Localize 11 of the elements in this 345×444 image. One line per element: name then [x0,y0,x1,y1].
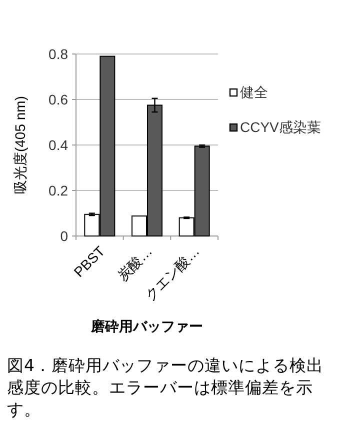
legend-label: 健全 [240,84,268,100]
y-axis-title: 吸光度(405 nm) [12,96,28,194]
x-axis-title: 磨砕用バッファー [90,318,203,334]
y-tick-label: 0.2 [48,182,68,198]
y-tick-label: 0.4 [48,137,68,153]
legend-label: CCYV感染葉 [240,119,321,135]
y-tick-label: 0 [60,228,68,244]
y-tick-label: 0.8 [48,46,68,62]
caption: 図4．磨砕用バッファーの違いによる検出感度の比較。エラーバーは標準偏差を示す。 [7,355,324,421]
y-tick-label: 0.6 [48,92,68,108]
x-tick-label: 炭酸… [114,242,156,284]
